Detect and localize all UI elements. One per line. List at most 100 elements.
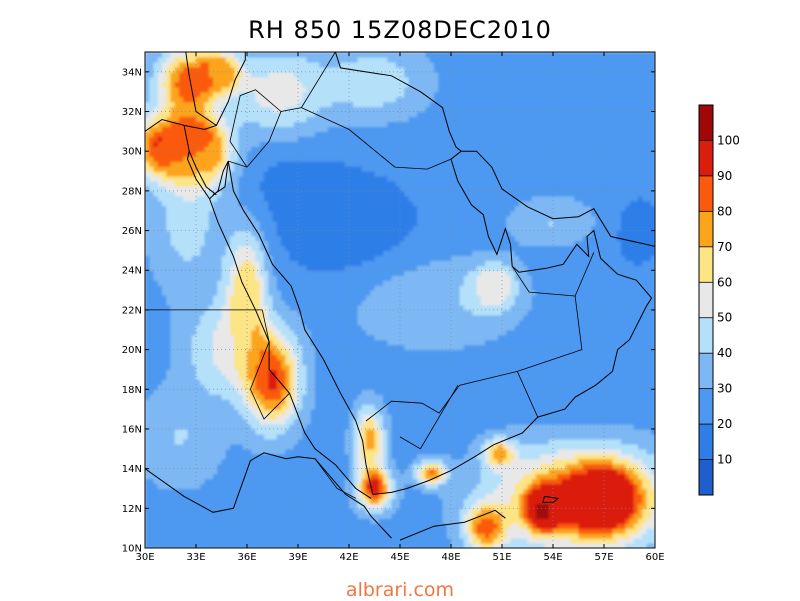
rh-cell — [366, 438, 371, 445]
rh-cell — [446, 523, 452, 529]
rh-cell — [621, 493, 626, 499]
rh-cell — [387, 503, 393, 509]
rh-cell — [629, 468, 635, 475]
rh-cell — [196, 513, 201, 519]
rh-cell — [170, 483, 176, 490]
rh-cell — [591, 533, 597, 539]
rh-cell — [468, 528, 473, 534]
rh-cell — [179, 463, 184, 470]
rh-cell — [442, 344, 448, 351]
rh-cell — [242, 518, 248, 524]
rh-cell — [238, 473, 244, 480]
rh-cell — [650, 419, 655, 425]
rh-cell — [650, 453, 655, 460]
rh-cell — [336, 374, 342, 380]
rh-cell — [187, 473, 193, 480]
rh-cell — [217, 394, 223, 400]
rh-cell — [357, 354, 363, 361]
rh-cell — [344, 518, 350, 524]
rh-cell — [332, 463, 337, 470]
rh-cell — [357, 453, 363, 460]
rh-cell — [242, 379, 248, 385]
rh-cell — [502, 399, 507, 405]
rh-cell — [170, 448, 176, 455]
rh-cell — [497, 369, 503, 375]
rh-cell — [531, 438, 537, 445]
rh-cell — [451, 394, 456, 400]
rh-cell — [162, 448, 167, 455]
rh-cell — [276, 364, 282, 371]
rh-cell — [463, 354, 469, 361]
rh-cell — [179, 533, 184, 539]
rh-cell — [217, 359, 223, 366]
rh-cell — [327, 379, 333, 385]
rh-cell — [213, 404, 218, 410]
rh-cell — [247, 538, 252, 544]
rh-cell — [319, 538, 325, 544]
rh-cell — [153, 344, 159, 351]
rh-cell — [251, 354, 257, 361]
rh-cell — [604, 354, 609, 361]
rh-cell — [255, 508, 261, 514]
rh-cell — [570, 389, 575, 395]
rh-cell — [570, 374, 575, 380]
rh-cell — [561, 428, 567, 435]
rh-cell — [247, 349, 252, 356]
rh-cell — [616, 463, 622, 470]
rh-cell — [145, 503, 150, 509]
rh-cell — [306, 498, 312, 504]
rh-cell — [642, 543, 648, 548]
rh-cell — [153, 518, 159, 524]
rh-cell — [463, 399, 469, 405]
rh-cell — [455, 488, 461, 495]
rh-cell — [565, 364, 571, 371]
rh-cell — [629, 473, 635, 480]
rh-cell — [157, 419, 163, 425]
rh-cell — [412, 389, 418, 395]
rh-cell — [242, 543, 248, 548]
rh-cell — [170, 419, 176, 425]
rh-cell — [553, 374, 558, 380]
rh-cell — [349, 399, 354, 405]
rh-cell — [523, 503, 529, 509]
rh-cell — [238, 448, 244, 455]
rh-cell — [378, 468, 384, 475]
rh-cell — [650, 533, 655, 539]
rh-cell — [366, 458, 371, 465]
rh-cell — [196, 488, 201, 495]
rh-cell — [531, 359, 537, 366]
rh-cell — [578, 379, 584, 385]
rh-cell — [221, 533, 227, 539]
rh-cell — [578, 438, 584, 445]
rh-cell — [544, 349, 550, 356]
rh-cell — [629, 453, 635, 460]
rh-cell — [608, 533, 614, 539]
rh-cell — [514, 349, 520, 356]
rh-cell — [629, 354, 635, 361]
rh-cell — [489, 394, 495, 400]
rh-cell — [238, 528, 244, 534]
rh-cell — [196, 463, 201, 470]
rh-cell — [599, 349, 605, 356]
rh-cell — [506, 528, 512, 534]
rh-cell — [629, 488, 635, 495]
rh-cell — [391, 463, 397, 470]
rh-cell — [264, 458, 269, 465]
rh-cell — [531, 483, 537, 490]
rh-cell — [217, 503, 223, 509]
rh-cell — [196, 433, 201, 440]
rh-cell — [489, 389, 495, 395]
rh-cell — [179, 503, 184, 509]
rh-cell — [578, 503, 584, 509]
rh-cell — [387, 453, 393, 460]
rh-cell — [208, 424, 214, 430]
rh-cell — [604, 433, 609, 440]
rh-cell — [400, 354, 405, 361]
rh-cell — [153, 354, 159, 361]
rh-cell — [527, 478, 533, 485]
rh-cell — [183, 463, 189, 470]
rh-cell — [323, 438, 329, 445]
rh-cell — [217, 424, 223, 430]
rh-cell — [595, 424, 601, 430]
rh-cell — [276, 379, 282, 385]
